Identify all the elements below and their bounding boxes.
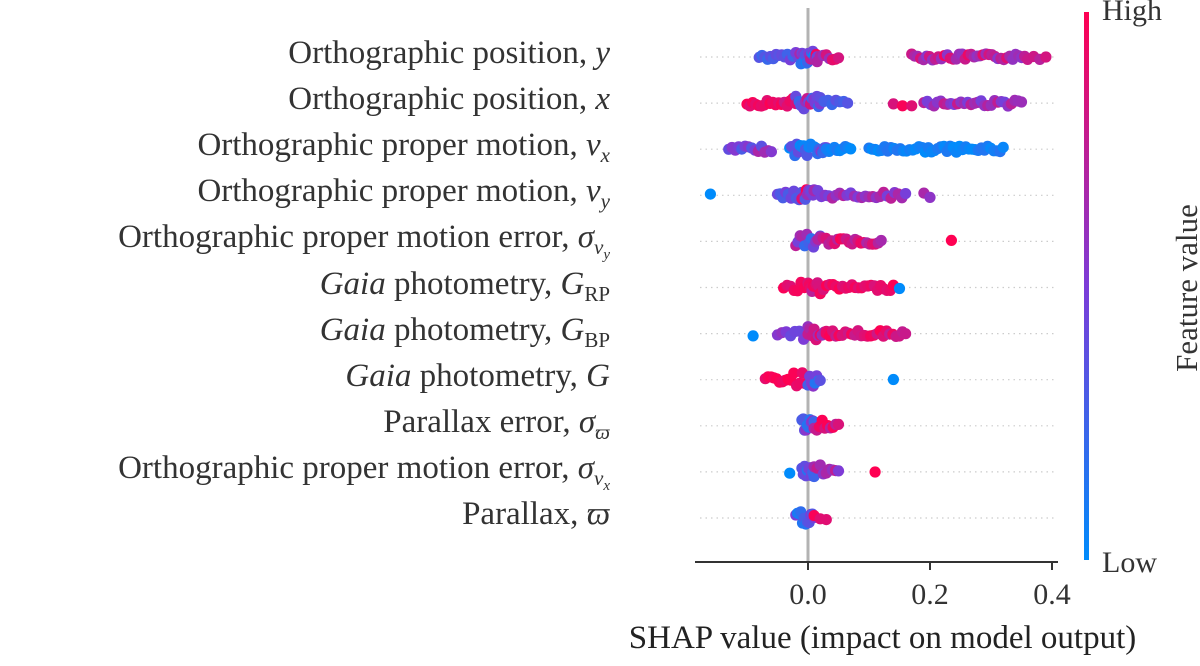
shap-point bbox=[875, 234, 887, 247]
feature-label: Orthographic proper motion, vx bbox=[197, 127, 610, 168]
shap-point bbox=[945, 234, 958, 246]
shap-point bbox=[896, 100, 909, 112]
feature-label: Gaia photometry, GBP bbox=[319, 311, 610, 352]
colorbar bbox=[1084, 12, 1089, 560]
shap-point bbox=[814, 374, 826, 386]
shap-point bbox=[887, 98, 900, 110]
shap-point bbox=[997, 141, 1009, 153]
colorbar-low-label: Low bbox=[1102, 546, 1157, 579]
x-axis-ticks bbox=[807, 562, 1053, 570]
shap-point bbox=[832, 465, 845, 477]
shap-point bbox=[747, 330, 759, 342]
shap-point bbox=[893, 282, 906, 295]
feature-label: Orthographic proper motion error, σvy bbox=[118, 219, 610, 264]
shap-point bbox=[845, 143, 857, 155]
x-axis-title: SHAP value (impact on model output) bbox=[628, 620, 1137, 656]
shap-point bbox=[1040, 51, 1052, 63]
x-tick-label: 0.2 bbox=[911, 578, 949, 611]
shap-point bbox=[887, 373, 900, 386]
feature-label: Orthographic position, y bbox=[288, 35, 610, 71]
x-tick-label: 0.0 bbox=[789, 578, 827, 611]
shap-point bbox=[832, 418, 845, 430]
shap-point bbox=[900, 188, 912, 200]
colorbar-high-label: High bbox=[1102, 0, 1162, 27]
shap-point bbox=[832, 52, 845, 64]
beeswarm-points bbox=[704, 45, 1052, 530]
shap-point bbox=[704, 188, 717, 200]
shap-point bbox=[842, 97, 854, 109]
shap-point bbox=[900, 328, 912, 340]
shap-point bbox=[820, 514, 832, 526]
x-tick-label: 0.4 bbox=[1033, 578, 1071, 611]
feature-label: Orthographic position, x bbox=[288, 81, 610, 118]
shap-point bbox=[784, 467, 796, 479]
colorbar-title: Feature value bbox=[1169, 204, 1200, 372]
shap-point bbox=[906, 100, 918, 112]
feature-label: Orthographic proper motion, vy bbox=[197, 173, 610, 214]
shap-point bbox=[924, 191, 936, 203]
shap-point bbox=[869, 466, 881, 478]
feature-label: Gaia photometry, GRP bbox=[319, 265, 610, 306]
shap-point bbox=[788, 367, 800, 379]
feature-label: Gaia photometry, G bbox=[345, 357, 610, 394]
shap-point bbox=[765, 146, 778, 158]
shap-point bbox=[1015, 96, 1028, 108]
feature-label: Orthographic proper motion error, σvx bbox=[118, 449, 610, 494]
feature-label: Parallax, ϖ bbox=[462, 496, 610, 532]
shap-point bbox=[814, 459, 826, 471]
feature-label: Parallax error, σϖ bbox=[383, 403, 610, 444]
